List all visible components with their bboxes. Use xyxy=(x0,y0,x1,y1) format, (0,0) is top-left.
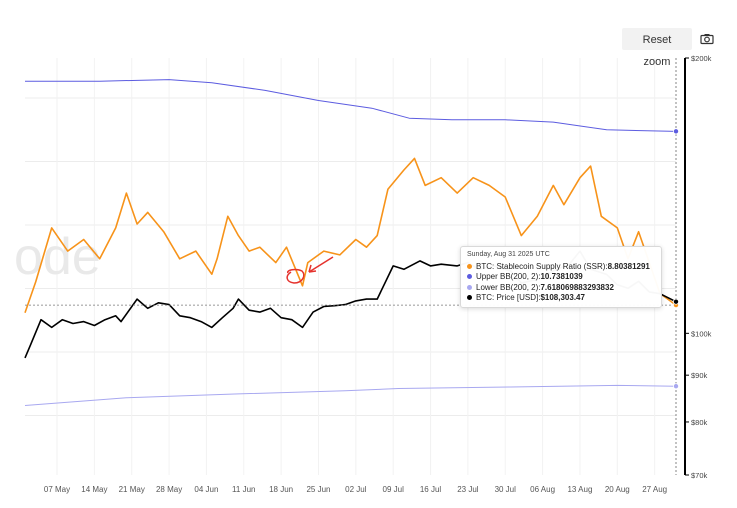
x-tick-label: 23 Jul xyxy=(457,485,479,494)
right-axis-tick-label: $200k xyxy=(691,54,712,63)
series-end-marker xyxy=(673,128,680,135)
x-tick-label: 06 Aug xyxy=(530,485,555,494)
series-end-marker xyxy=(673,298,680,305)
markers xyxy=(673,128,680,390)
legend-dot-icon xyxy=(467,284,472,290)
x-tick-label: 09 Jul xyxy=(383,485,405,494)
right-axis-tick-label: $70k xyxy=(691,471,708,480)
right-axis-tick-label: $80k xyxy=(691,418,708,427)
tooltip-value: 8.80381291 xyxy=(607,261,650,271)
legend-dot-icon xyxy=(467,263,472,269)
tooltip-label: Upper BB(200, 2): xyxy=(476,272,541,282)
x-tick-label: 25 Jun xyxy=(306,485,330,494)
x-tick-label: 20 Aug xyxy=(605,485,630,494)
tooltip-value: $108,303.47 xyxy=(540,293,585,303)
x-tick-label: 13 Aug xyxy=(567,485,592,494)
annotation-circle xyxy=(286,268,305,284)
x-tick-label: 27 Aug xyxy=(642,485,667,494)
series-layer xyxy=(24,79,677,406)
tooltip-value: 7.618069883293832 xyxy=(540,282,614,292)
tooltip-value: 10.7381039 xyxy=(540,272,583,282)
x-tick-label: 28 May xyxy=(156,485,182,494)
right-axis-tick-label: $100k xyxy=(691,329,712,338)
tooltip: Sunday, Aug 31 2025 UTC BTC: Stablecoin … xyxy=(460,246,662,308)
tooltip-row-upper-bb: Upper BB(200, 2): 10.7381039 xyxy=(467,272,655,283)
axes: 07 May 14 May 21 May 28 May 04 Jun 11 Jun 18 J… xyxy=(44,54,712,494)
annotation-arrow xyxy=(308,256,334,273)
annotation-arrowhead xyxy=(308,264,317,273)
annotation-layer xyxy=(25,58,677,475)
series-line-0 xyxy=(24,157,677,314)
x-tick-label: 18 Jun xyxy=(269,485,293,494)
tooltip-label: BTC: Price [USD]: xyxy=(476,293,541,303)
series-line-2 xyxy=(24,384,677,406)
watermark: ode xyxy=(14,228,101,286)
tooltip-label: Lower BB(200, 2): xyxy=(476,282,541,292)
reset-zoom-button[interactable]: Reset zoom xyxy=(622,28,692,68)
x-tick-label: 16 Jul xyxy=(420,485,442,494)
series-line-1 xyxy=(25,79,677,132)
series-end-marker xyxy=(673,383,680,390)
legend-dot-icon xyxy=(467,274,472,280)
x-tick-label: 21 May xyxy=(119,485,145,494)
camera-icon[interactable] xyxy=(698,30,716,48)
tooltip-label: BTC: Stablecoin Supply Ratio (SSR): xyxy=(476,261,608,271)
x-tick-label: 11 Jun xyxy=(232,485,255,494)
tooltip-row-ssr: BTC: Stablecoin Supply Ratio (SSR): 8.80… xyxy=(467,261,655,272)
tooltip-row-lower-bb: Lower BB(200, 2): 7.618069883293832 xyxy=(467,282,655,293)
x-tick-label: 30 Jul xyxy=(495,485,517,494)
x-tick-label: 02 Jul xyxy=(345,485,367,494)
x-tick-label: 07 May xyxy=(44,485,70,494)
tooltip-row-price: BTC: Price [USD]: $108,303.47 xyxy=(467,293,655,304)
tooltip-date: Sunday, Aug 31 2025 UTC xyxy=(467,251,550,258)
x-tick-label: 14 May xyxy=(81,485,107,494)
x-tick-label: 04 Jun xyxy=(194,485,218,494)
legend-dot-icon xyxy=(467,295,472,301)
right-axis-tick-label: $90k xyxy=(691,371,708,380)
